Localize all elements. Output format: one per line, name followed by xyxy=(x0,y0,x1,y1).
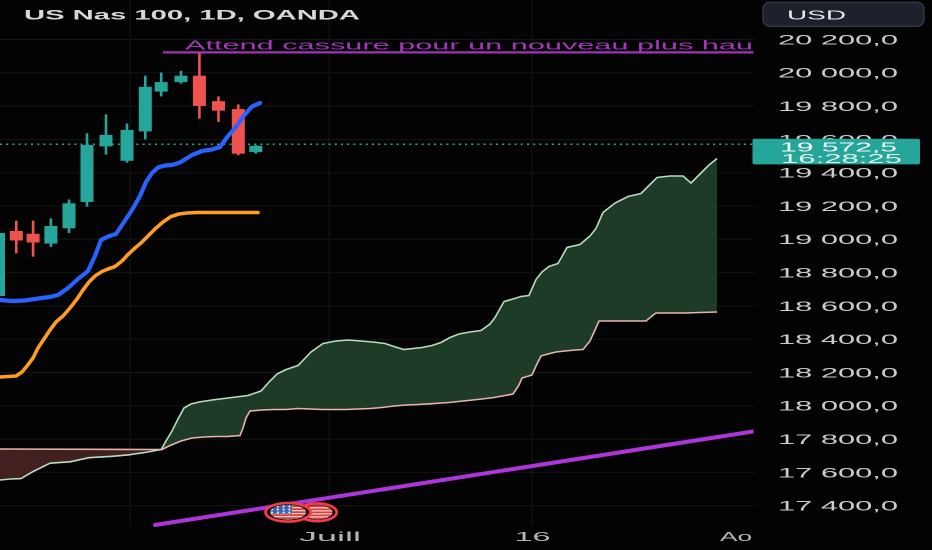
svg-text:18 600,0: 18 600,0 xyxy=(778,299,898,314)
svg-text:USD: USD xyxy=(787,9,846,23)
svg-text:17 800,0: 17 800,0 xyxy=(778,432,898,447)
svg-text:20 000,0: 20 000,0 xyxy=(778,66,898,81)
svg-text:16:28:25: 16:28:25 xyxy=(781,152,902,166)
svg-text:18 200,0: 18 200,0 xyxy=(778,365,898,380)
svg-text:19 000,0: 19 000,0 xyxy=(778,232,898,247)
svg-text:19 200,0: 19 200,0 xyxy=(778,199,898,214)
svg-text:19 800,0: 19 800,0 xyxy=(778,99,898,114)
svg-text:16: 16 xyxy=(515,530,551,544)
svg-text:Attend cassure pour un nouveau: Attend cassure pour un nouveau plus hau xyxy=(185,38,753,53)
svg-text:18 000,0: 18 000,0 xyxy=(778,399,898,414)
svg-text:19 572,5: 19 572,5 xyxy=(780,139,897,154)
svg-text:18 800,0: 18 800,0 xyxy=(778,266,898,281)
svg-text:18 400,0: 18 400,0 xyxy=(778,332,898,347)
svg-text:US Nas 100, 1D, OANDA: US Nas 100, 1D, OANDA xyxy=(24,7,361,22)
svg-text:Août: Août xyxy=(720,530,775,544)
svg-text:Juill: Juill xyxy=(299,530,361,544)
svg-text:19 400,0: 19 400,0 xyxy=(778,166,898,181)
svg-text:17 400,0: 17 400,0 xyxy=(778,499,898,514)
svg-text:20 200,0: 20 200,0 xyxy=(778,32,898,47)
svg-text:17 600,0: 17 600,0 xyxy=(778,465,898,480)
